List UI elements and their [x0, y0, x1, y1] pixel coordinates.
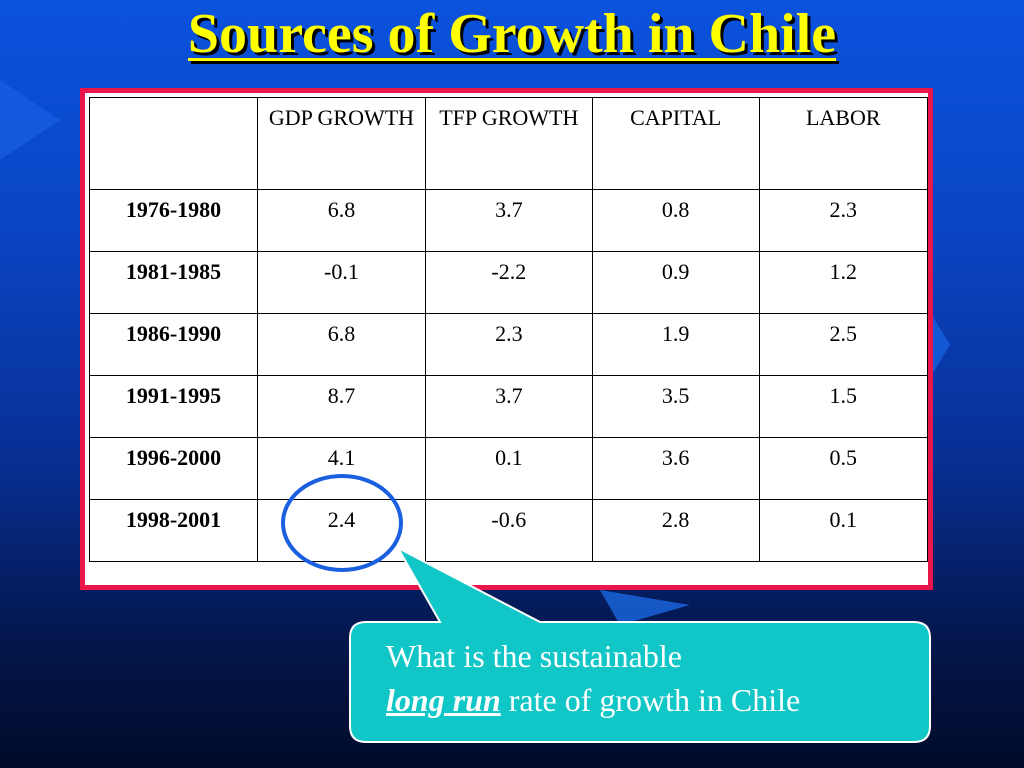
table-row: 1986-1990 6.8 2.3 1.9 2.5	[88, 313, 929, 376]
cell-labor: 0.5	[758, 437, 929, 500]
table-row: 1991-1995 8.7 3.7 3.5 1.5	[88, 375, 929, 438]
callout-emphasis: long run	[386, 682, 501, 718]
row-period: 1986-1990	[88, 313, 259, 376]
table-row: 1998-2001 2.4 -0.6 2.8 0.1	[88, 499, 929, 562]
cell-capital: 1.9	[591, 313, 760, 376]
cell-tfp: 3.7	[424, 375, 593, 438]
cell-gdp: -0.1	[257, 251, 426, 314]
cell-gdp: 8.7	[257, 375, 426, 438]
callout-line-1: What is the sustainable	[386, 638, 682, 674]
cell-labor: 0.1	[758, 499, 929, 562]
cell-tfp: -0.6	[424, 499, 593, 562]
cell-labor: 2.3	[758, 189, 929, 252]
table-row: 1976-1980 6.8 3.7 0.8 2.3	[88, 189, 929, 252]
cell-capital: 0.8	[591, 189, 760, 252]
callout-balloon	[349, 545, 931, 743]
row-period: 1998-2001	[88, 499, 259, 562]
cell-labor: 2.5	[758, 313, 929, 376]
cell-capital: 2.8	[591, 499, 760, 562]
row-period: 1996-2000	[88, 437, 259, 500]
header-gdp-growth: GDP GROWTH	[257, 97, 426, 190]
callout-line-2-rest: rate of growth in Chile	[500, 682, 801, 718]
callout-text: What is the sustainable long run rate of…	[386, 634, 926, 722]
slide-title: Sources of Growth in Chile	[187, 3, 837, 65]
cell-capital: 3.5	[591, 375, 760, 438]
cell-gdp: 6.8	[257, 313, 426, 376]
growth-table: GDP GROWTH TFP GROWTH CAPITAL LABOR 1976…	[88, 97, 929, 562]
row-period: 1981-1985	[88, 251, 259, 314]
row-period: 1991-1995	[88, 375, 259, 438]
cell-tfp: 0.1	[424, 437, 593, 500]
callout-line-2: long run rate of growth in Chile	[386, 678, 926, 722]
highlight-circle	[281, 474, 403, 572]
deco-left	[0, 80, 60, 160]
growth-table-frame: GDP GROWTH TFP GROWTH CAPITAL LABOR 1976…	[80, 88, 933, 590]
deco-arrow-bottom	[600, 590, 690, 625]
table-row: 1981-1985 -0.1 -2.2 0.9 1.2	[88, 251, 929, 314]
header-labor: LABOR	[758, 97, 929, 190]
